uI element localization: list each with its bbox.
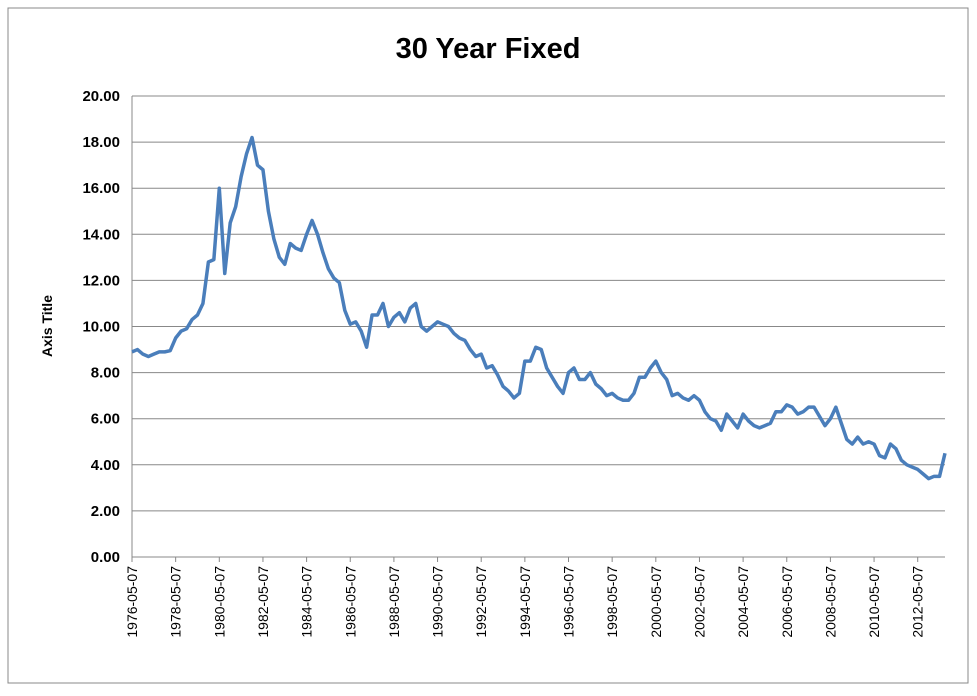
x-tick-label: 2002-05-07 [691, 566, 707, 638]
x-tick-label: 1986-05-07 [342, 566, 358, 638]
x-tick-label: 1996-05-07 [561, 566, 577, 638]
x-tick-label: 1990-05-07 [430, 566, 446, 638]
chart-border [7, 7, 969, 684]
y-tick-label: 6.00 [91, 411, 120, 428]
x-tick-label: 2010-05-07 [866, 566, 882, 638]
x-tick-label: 1978-05-07 [168, 566, 184, 638]
x-tick-label: 2012-05-07 [910, 566, 926, 638]
y-tick-label: 10.00 [82, 319, 120, 336]
x-tick-label: 1998-05-07 [604, 566, 620, 638]
y-tick-label: 16.00 [82, 180, 120, 197]
y-tick-label: 8.00 [91, 365, 120, 382]
x-tick-label: 1982-05-07 [255, 566, 271, 638]
y-tick-label: 20.00 [82, 88, 120, 105]
x-tick-label: 1992-05-07 [473, 566, 489, 638]
y-tick-label: 2.00 [91, 503, 120, 520]
x-tick-label: 1994-05-07 [517, 566, 533, 638]
y-tick-label: 0.00 [91, 549, 120, 566]
x-tick-label: 2008-05-07 [822, 566, 838, 638]
x-tick-label: 1980-05-07 [211, 566, 227, 638]
x-tick-label: 2000-05-07 [648, 566, 664, 638]
y-tick-label: 12.00 [82, 272, 120, 289]
chart-title: 30 Year Fixed [396, 33, 581, 65]
y-tick-label: 18.00 [82, 134, 120, 151]
y-axis-title: Axis Title [39, 295, 55, 357]
data-line [131, 135, 947, 481]
x-tick-label: 1984-05-07 [299, 566, 315, 638]
x-tick-label: 1988-05-07 [386, 566, 402, 638]
y-tick-label: 4.00 [91, 457, 120, 474]
x-tick-label: 2006-05-07 [779, 566, 795, 638]
x-tick-label: 2004-05-07 [735, 566, 751, 638]
y-tick-label: 14.00 [82, 226, 120, 243]
x-tick-label: 1976-05-07 [124, 566, 140, 638]
